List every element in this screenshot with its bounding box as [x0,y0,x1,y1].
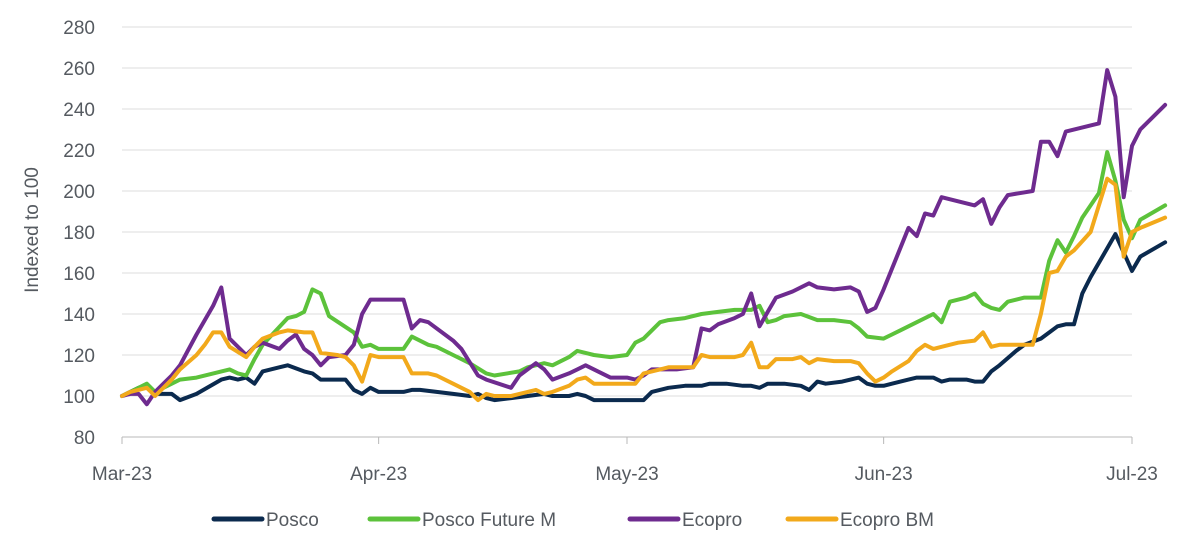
series-lines [120,68,1168,407]
y-tick-label: 80 [74,428,95,449]
gridlines [122,26,1132,397]
y-axis-title: Indexed to 100 [22,167,43,293]
series-line-4 [120,176,1168,403]
series-line-1 [120,232,1168,403]
x-tick-label: Jul-23 [1106,464,1158,485]
axes: 80 100 120 140 160 180 200 220 240 260 280 Mar-23 Ap… [63,18,1158,485]
legend-label: Ecopro [682,510,742,531]
series-line-2 [120,150,1168,398]
legend-label: Posco Future M [422,510,556,531]
legend-label: Ecopro BM [840,510,934,531]
y-tick-label: 120 [63,346,95,367]
x-tick-label: Mar-23 [92,464,152,485]
y-tick-label: 100 [63,387,95,408]
x-tick-label: Apr-23 [350,464,407,485]
y-tick-label: 160 [63,264,95,285]
y-tick-label: 180 [63,223,95,244]
y-tick-label: 280 [63,18,95,39]
y-tick-label: 260 [63,59,95,80]
y-tick-label: 220 [63,141,95,162]
series-line-3 [120,68,1168,407]
legend: Posco Posco Future M Ecopro Ecopro BM [211,510,934,531]
x-tick-label: May-23 [595,464,658,485]
y-tick-label: 240 [63,100,95,121]
y-tick-label: 200 [63,182,95,203]
legend-label: Posco [266,510,319,531]
y-tick-label: 140 [63,305,95,326]
x-tick-label: Jun-23 [855,464,913,485]
